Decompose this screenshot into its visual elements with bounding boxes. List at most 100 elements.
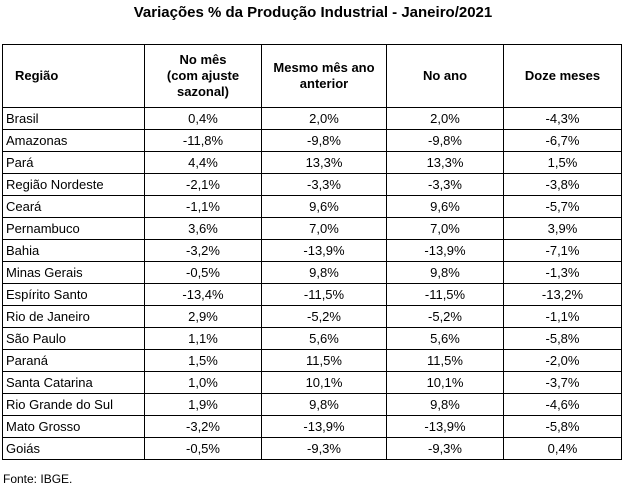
same-month-cell: -5,2% [261, 305, 387, 328]
year-cell: 10,1% [386, 371, 504, 394]
twelve-months-cell: -3,7% [503, 371, 622, 394]
table-row: Amazonas -11,8% -9,8% -9,8% -6,7% [2, 129, 622, 152]
region-cell: Minas Gerais [2, 261, 145, 284]
year-cell: -5,2% [386, 305, 504, 328]
year-cell: 7,0% [386, 217, 504, 240]
header-same-month: Mesmo mês ano anterior [261, 44, 387, 108]
twelve-months-cell: -5,8% [503, 415, 622, 438]
year-cell: -3,3% [386, 173, 504, 196]
same-month-cell: -9,8% [261, 129, 387, 152]
header-month: No mês (com ajuste sazonal) [144, 44, 262, 108]
region-cell: Pará [2, 151, 145, 174]
twelve-months-cell: -1,1% [503, 305, 622, 328]
month-cell: -13,4% [144, 283, 262, 306]
year-cell: -13,9% [386, 415, 504, 438]
year-cell: -11,5% [386, 283, 504, 306]
table-row: Santa Catarina 1,0% 10,1% 10,1% -3,7% [2, 371, 622, 394]
twelve-months-cell: -5,7% [503, 195, 622, 218]
month-cell: 3,6% [144, 217, 262, 240]
table-row: Minas Gerais -0,5% 9,8% 9,8% -1,3% [2, 261, 622, 284]
header-month-line2: (com ajuste [166, 68, 240, 83]
twelve-months-cell: -2,0% [503, 349, 622, 372]
twelve-months-cell: -6,7% [503, 129, 622, 152]
year-cell: -9,8% [386, 129, 504, 152]
table-row: Mato Grosso -3,2% -13,9% -13,9% -5,8% [2, 415, 622, 438]
region-cell: São Paulo [2, 327, 145, 350]
table-row: Brasil 0,4% 2,0% 2,0% -4,3% [2, 107, 622, 130]
year-cell: 5,6% [386, 327, 504, 350]
table-row: Rio de Janeiro 2,9% -5,2% -5,2% -1,1% [2, 305, 622, 328]
region-cell: Ceará [2, 195, 145, 218]
region-cell: Mato Grosso [2, 415, 145, 438]
month-cell: -0,5% [144, 261, 262, 284]
same-month-cell: -3,3% [261, 173, 387, 196]
month-cell: 1,1% [144, 327, 262, 350]
region-cell: Bahia [2, 239, 145, 262]
table-row: Ceará -1,1% 9,6% 9,6% -5,7% [2, 195, 622, 218]
production-table: Região No mês (com ajuste sazonal) Mesmo… [2, 44, 622, 460]
year-cell: 13,3% [386, 151, 504, 174]
month-cell: -0,5% [144, 437, 262, 460]
header-twelve-months: Doze meses [503, 44, 622, 108]
same-month-cell: -13,9% [261, 239, 387, 262]
header-month-line1: No mês [179, 52, 227, 67]
month-cell: 2,9% [144, 305, 262, 328]
month-cell: 1,0% [144, 371, 262, 394]
region-cell: Amazonas [2, 129, 145, 152]
year-cell: -13,9% [386, 239, 504, 262]
table-row: Pará 4,4% 13,3% 13,3% 1,5% [2, 151, 622, 174]
table-row: Goiás -0,5% -9,3% -9,3% 0,4% [2, 437, 622, 460]
table-row: Bahia -3,2% -13,9% -13,9% -7,1% [2, 239, 622, 262]
region-cell: Rio de Janeiro [2, 305, 145, 328]
twelve-months-cell: -4,6% [503, 393, 622, 416]
table-row: Pernambuco 3,6% 7,0% 7,0% 3,9% [2, 217, 622, 240]
region-cell: Paraná [2, 349, 145, 372]
table-row: Região Nordeste -2,1% -3,3% -3,3% -3,8% [2, 173, 622, 196]
month-cell: 0,4% [144, 107, 262, 130]
table-title: Variações % da Produção Industrial - Jan… [133, 4, 493, 21]
same-month-cell: 2,0% [261, 107, 387, 130]
month-cell: 1,9% [144, 393, 262, 416]
twelve-months-cell: 3,9% [503, 217, 622, 240]
region-cell: Brasil [2, 107, 145, 130]
twelve-months-cell: -13,2% [503, 283, 622, 306]
month-cell: -3,2% [144, 415, 262, 438]
region-cell: Região Nordeste [2, 173, 145, 196]
same-month-cell: -13,9% [261, 415, 387, 438]
year-cell: 9,8% [386, 261, 504, 284]
twelve-months-cell: -7,1% [503, 239, 622, 262]
table-row: Espírito Santo -13,4% -11,5% -11,5% -13,2% [2, 283, 622, 306]
header-same-month-line1: Mesmo mês ano [273, 60, 375, 75]
same-month-cell: 9,8% [261, 393, 387, 416]
month-cell: -11,8% [144, 129, 262, 152]
same-month-cell: 5,6% [261, 327, 387, 350]
table-row: Paraná 1,5% 11,5% 11,5% -2,0% [2, 349, 622, 372]
same-month-cell: 10,1% [261, 371, 387, 394]
same-month-cell: 9,8% [261, 261, 387, 284]
month-cell: 4,4% [144, 151, 262, 174]
header-same-month-line2: anterior [299, 76, 349, 91]
month-cell: -3,2% [144, 239, 262, 262]
same-month-cell: 11,5% [261, 349, 387, 372]
same-month-cell: 13,3% [261, 151, 387, 174]
same-month-cell: -11,5% [261, 283, 387, 306]
twelve-months-cell: -3,8% [503, 173, 622, 196]
same-month-cell: -9,3% [261, 437, 387, 460]
month-cell: -2,1% [144, 173, 262, 196]
year-cell: 9,8% [386, 393, 504, 416]
source-note: Fonte: IBGE. [3, 472, 73, 486]
table-row: Rio Grande do Sul 1,9% 9,8% 9,8% -4,6% [2, 393, 622, 416]
year-cell: 9,6% [386, 195, 504, 218]
twelve-months-cell: 0,4% [503, 437, 622, 460]
region-cell: Goiás [2, 437, 145, 460]
header-region: Região [2, 44, 145, 108]
header-year: No ano [386, 44, 504, 108]
year-cell: 2,0% [386, 107, 504, 130]
same-month-cell: 9,6% [261, 195, 387, 218]
region-cell: Santa Catarina [2, 371, 145, 394]
twelve-months-cell: -1,3% [503, 261, 622, 284]
twelve-months-cell: -5,8% [503, 327, 622, 350]
region-cell: Espírito Santo [2, 283, 145, 306]
region-cell: Pernambuco [2, 217, 145, 240]
same-month-cell: 7,0% [261, 217, 387, 240]
